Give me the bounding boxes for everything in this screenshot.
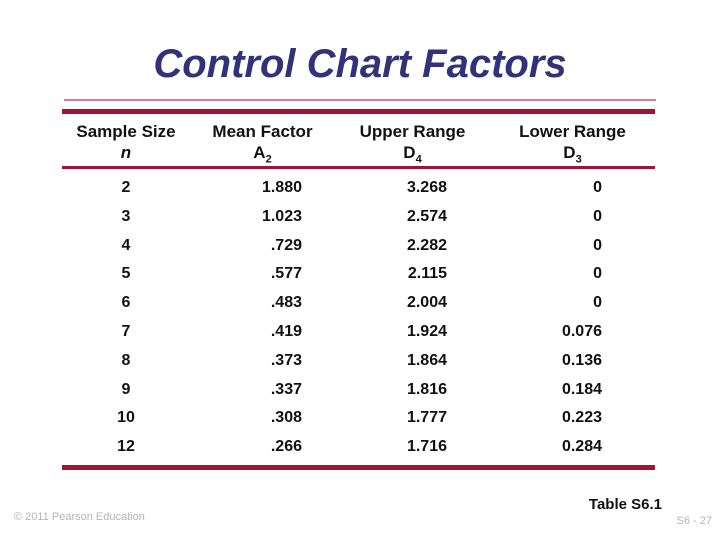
table-cell-n: 9 xyxy=(121,380,131,398)
column-header-symbol: A2 xyxy=(253,143,272,166)
table-row: 5 .577 2.115 0 xyxy=(62,260,655,289)
table-cell-d4: 2.282 xyxy=(406,236,447,254)
table-cell-n: 2 xyxy=(121,179,131,196)
column-header-label: Upper Range xyxy=(359,122,466,141)
table-cell-d3: 0.223 xyxy=(561,409,602,427)
table-cell-d4: 1.864 xyxy=(406,351,447,369)
table-cell-d3: 0.136 xyxy=(561,351,602,369)
table-cell-a2: .483 xyxy=(270,294,302,312)
table-cell-d3: 0.076 xyxy=(561,322,602,340)
table-cell-d3: 0 xyxy=(593,207,602,225)
table-cell-d4: 1.716 xyxy=(406,438,447,456)
table-cell-d4: 1.924 xyxy=(406,322,447,340)
table-cell-d4: 2.115 xyxy=(407,265,447,283)
table-cell-n: 10 xyxy=(117,409,135,427)
table-row: 12 .266 1.716 0.284 xyxy=(62,433,655,462)
table-cell-a2: .577 xyxy=(270,265,302,283)
table-cell-d3: 0 xyxy=(593,179,602,196)
column-header-label: Sample Size xyxy=(76,122,176,141)
title-underline xyxy=(64,99,656,101)
table-cell-n: 6 xyxy=(121,294,131,312)
table-cell-n: 8 xyxy=(121,351,131,369)
table-cell-a2: .419 xyxy=(270,322,302,340)
table-cell-d4: 3.268 xyxy=(406,179,447,196)
table-row: 10 .308 1.777 0.223 xyxy=(62,404,655,433)
column-header-sample-size: Sample Size n xyxy=(62,121,190,166)
column-header-label: Lower Range xyxy=(519,122,626,141)
column-header-label: Mean Factor xyxy=(212,122,313,141)
table-cell-a2: .337 xyxy=(270,380,302,398)
table-row: 4 .729 2.282 0 xyxy=(62,232,655,261)
table-cell-a2: .729 xyxy=(270,236,302,254)
control-chart-factors-table: Sample Size n Mean Factor A2 Upper Range… xyxy=(62,109,655,470)
column-header-symbol: D4 xyxy=(403,143,422,166)
table-top-rule xyxy=(62,109,655,114)
table-cell-d3: 0 xyxy=(593,294,602,312)
table-row: 3 1.023 2.574 0 xyxy=(62,203,655,232)
table-cell-n: 12 xyxy=(117,438,135,456)
copyright-text: © 2011 Pearson Education xyxy=(14,511,145,523)
table-row: 7 .419 1.924 0.076 xyxy=(62,318,655,347)
page-title: Control Chart Factors xyxy=(153,42,567,86)
table-bottom-rule xyxy=(62,464,655,470)
table-caption: Table S6.1 xyxy=(588,496,662,513)
table-cell-d4: 2.574 xyxy=(406,207,447,225)
table-cell-a2: .308 xyxy=(270,409,302,427)
column-header-symbol: D3 xyxy=(563,143,582,166)
table-cell-d4: 2.004 xyxy=(406,294,447,312)
column-header-mean-factor: Mean Factor A2 xyxy=(190,121,335,166)
table-row: 8 .373 1.864 0.136 xyxy=(62,347,655,376)
table-cell-n: 4 xyxy=(121,236,131,254)
table-header-row: Sample Size n Mean Factor A2 Upper Range… xyxy=(62,114,655,166)
table-cell-d3: 0.284 xyxy=(561,438,602,456)
table-cell-n: 7 xyxy=(121,322,131,340)
table-header-rule xyxy=(62,166,655,169)
table-cell-n: 3 xyxy=(121,207,131,225)
table-cell-d4: 1.777 xyxy=(406,409,447,427)
column-header-lower-range: Lower Range D3 xyxy=(490,121,655,166)
table-cell-d3: 0 xyxy=(593,265,602,283)
table-cell-d4: 1.816 xyxy=(406,380,447,398)
table-cell-d3: 0 xyxy=(593,236,602,254)
table-cell-a2: 1.023 xyxy=(261,207,302,225)
table-row: 2 1.880 3.268 0 xyxy=(62,174,655,203)
table-cell-a2: 1.880 xyxy=(261,179,302,196)
table-cell-d3: 0.184 xyxy=(561,380,602,398)
table-body: 2 1.880 3.268 0 3 1.023 2.574 0 4 .729 2.282 0 5 .577… xyxy=(62,174,655,462)
column-header-symbol: n xyxy=(120,143,132,162)
table-cell-a2: .266 xyxy=(270,438,302,456)
table-row: 9 .337 1.816 0.184 xyxy=(62,376,655,405)
table-cell-a2: .373 xyxy=(270,351,302,369)
table-row: 6 .483 2.004 0 xyxy=(62,289,655,318)
table-cell-n: 5 xyxy=(121,265,131,283)
slide-number: S6 - 27 xyxy=(676,515,712,527)
column-header-upper-range: Upper Range D4 xyxy=(335,121,490,166)
